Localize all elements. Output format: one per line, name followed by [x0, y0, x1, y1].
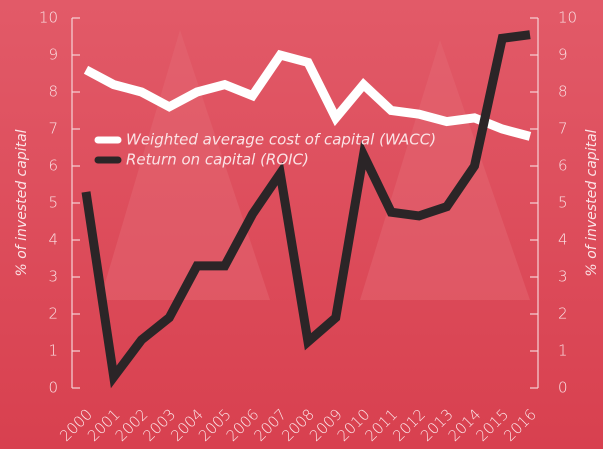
y-tick-label: 3 — [48, 268, 58, 286]
decor — [360, 40, 530, 300]
y2-tick-label: 5 — [558, 194, 568, 212]
y2-tick-label: 6 — [558, 157, 568, 175]
y-tick-label: 5 — [48, 194, 58, 212]
y-tick-label: 8 — [48, 83, 58, 101]
y2-tick-label: 2 — [558, 305, 568, 323]
y-tick-label: 6 — [48, 157, 58, 175]
y2-tick-label: 1 — [558, 342, 568, 360]
y-tick-label: 4 — [48, 231, 58, 249]
y-tick-label: 10 — [39, 9, 58, 27]
line — [83, 49, 532, 141]
decor — [100, 30, 270, 300]
y-tick-label: 1 — [48, 342, 58, 360]
legend-label: Return on capital (ROIC) — [126, 151, 309, 169]
y2-tick-label: 0 — [558, 379, 568, 397]
y-axis-label: % of invested capital — [14, 129, 30, 276]
y-tick-label: 0 — [48, 379, 58, 397]
y2-axis-label: % of invested capital — [584, 129, 600, 276]
y2-tick-label: 8 — [558, 83, 568, 101]
y2-tick-label: 3 — [558, 268, 568, 286]
legend-label: Weighted average cost of capital (WACC) — [126, 131, 436, 149]
y2-tick-label: 9 — [558, 46, 568, 64]
y-tick-label: 9 — [48, 46, 58, 64]
y-tick-label: 2 — [48, 305, 58, 323]
y2-tick-label: 7 — [558, 120, 568, 138]
line — [81, 30, 531, 389]
y-tick-label: 7 — [48, 120, 58, 138]
y2-tick-label: 4 — [558, 231, 568, 249]
y2-tick-label: 10 — [558, 9, 577, 27]
